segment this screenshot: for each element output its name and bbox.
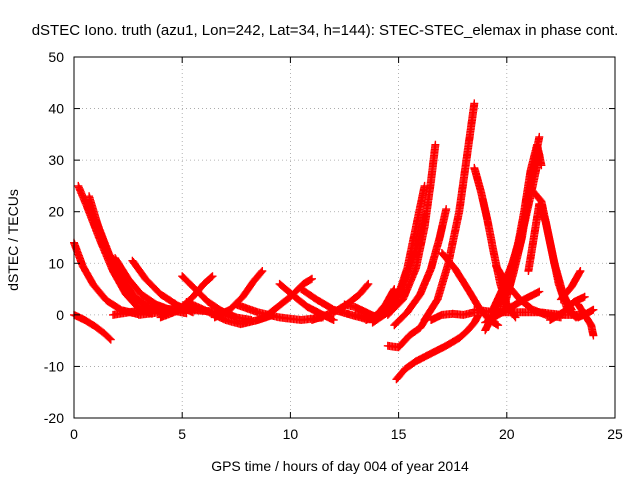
series-42 (563, 305, 598, 322)
data-marks (70, 99, 598, 384)
series-26-markers (392, 310, 483, 384)
x-tick-label: 10 (283, 426, 299, 442)
y-tick-label: 40 (48, 101, 64, 117)
y-tick-label: 0 (56, 307, 64, 323)
series-42-markers (563, 305, 598, 322)
series-27-markers (427, 308, 479, 324)
series-25-markers (383, 313, 431, 352)
series-33-markers (502, 140, 546, 299)
x-tick-label: 20 (499, 426, 515, 442)
series-26 (392, 310, 483, 384)
y-tick-label: 50 (48, 49, 64, 65)
grid-lines (74, 57, 615, 418)
x-tick-label: 15 (391, 426, 407, 442)
series-22 (383, 140, 440, 319)
chart-title: dSTEC Iono. truth (azu1, Lon=242, Lat=34… (32, 22, 619, 39)
series-39-markers (556, 267, 585, 304)
series-23-markers (390, 205, 451, 330)
series-22-markers (383, 140, 440, 319)
y-axis-label: dSTEC / TECUs (5, 189, 21, 291)
series-39 (556, 267, 585, 304)
plot-frame (73, 56, 616, 419)
x-axis-label: GPS time / hours of day 004 of year 2014 (211, 458, 469, 474)
axis-ticks: 0 5 10 15 20 25 -20 -10 0 10 20 30 40 50 (44, 49, 623, 442)
series-27 (427, 308, 479, 324)
y-tick-label: 20 (48, 204, 64, 220)
y-tick-label: 10 (48, 255, 64, 271)
y-tick-label: -20 (44, 410, 64, 426)
series-25 (383, 313, 431, 352)
x-tick-label: 0 (70, 426, 78, 442)
y-tick-label: 30 (48, 152, 64, 168)
x-tick-label: 25 (607, 426, 623, 442)
series-38 (481, 287, 544, 327)
series-38-markers (481, 287, 544, 327)
x-tick-label: 5 (178, 426, 186, 442)
series-33 (502, 140, 546, 299)
series-23 (390, 205, 451, 330)
y-tick-label: -10 (44, 358, 64, 374)
